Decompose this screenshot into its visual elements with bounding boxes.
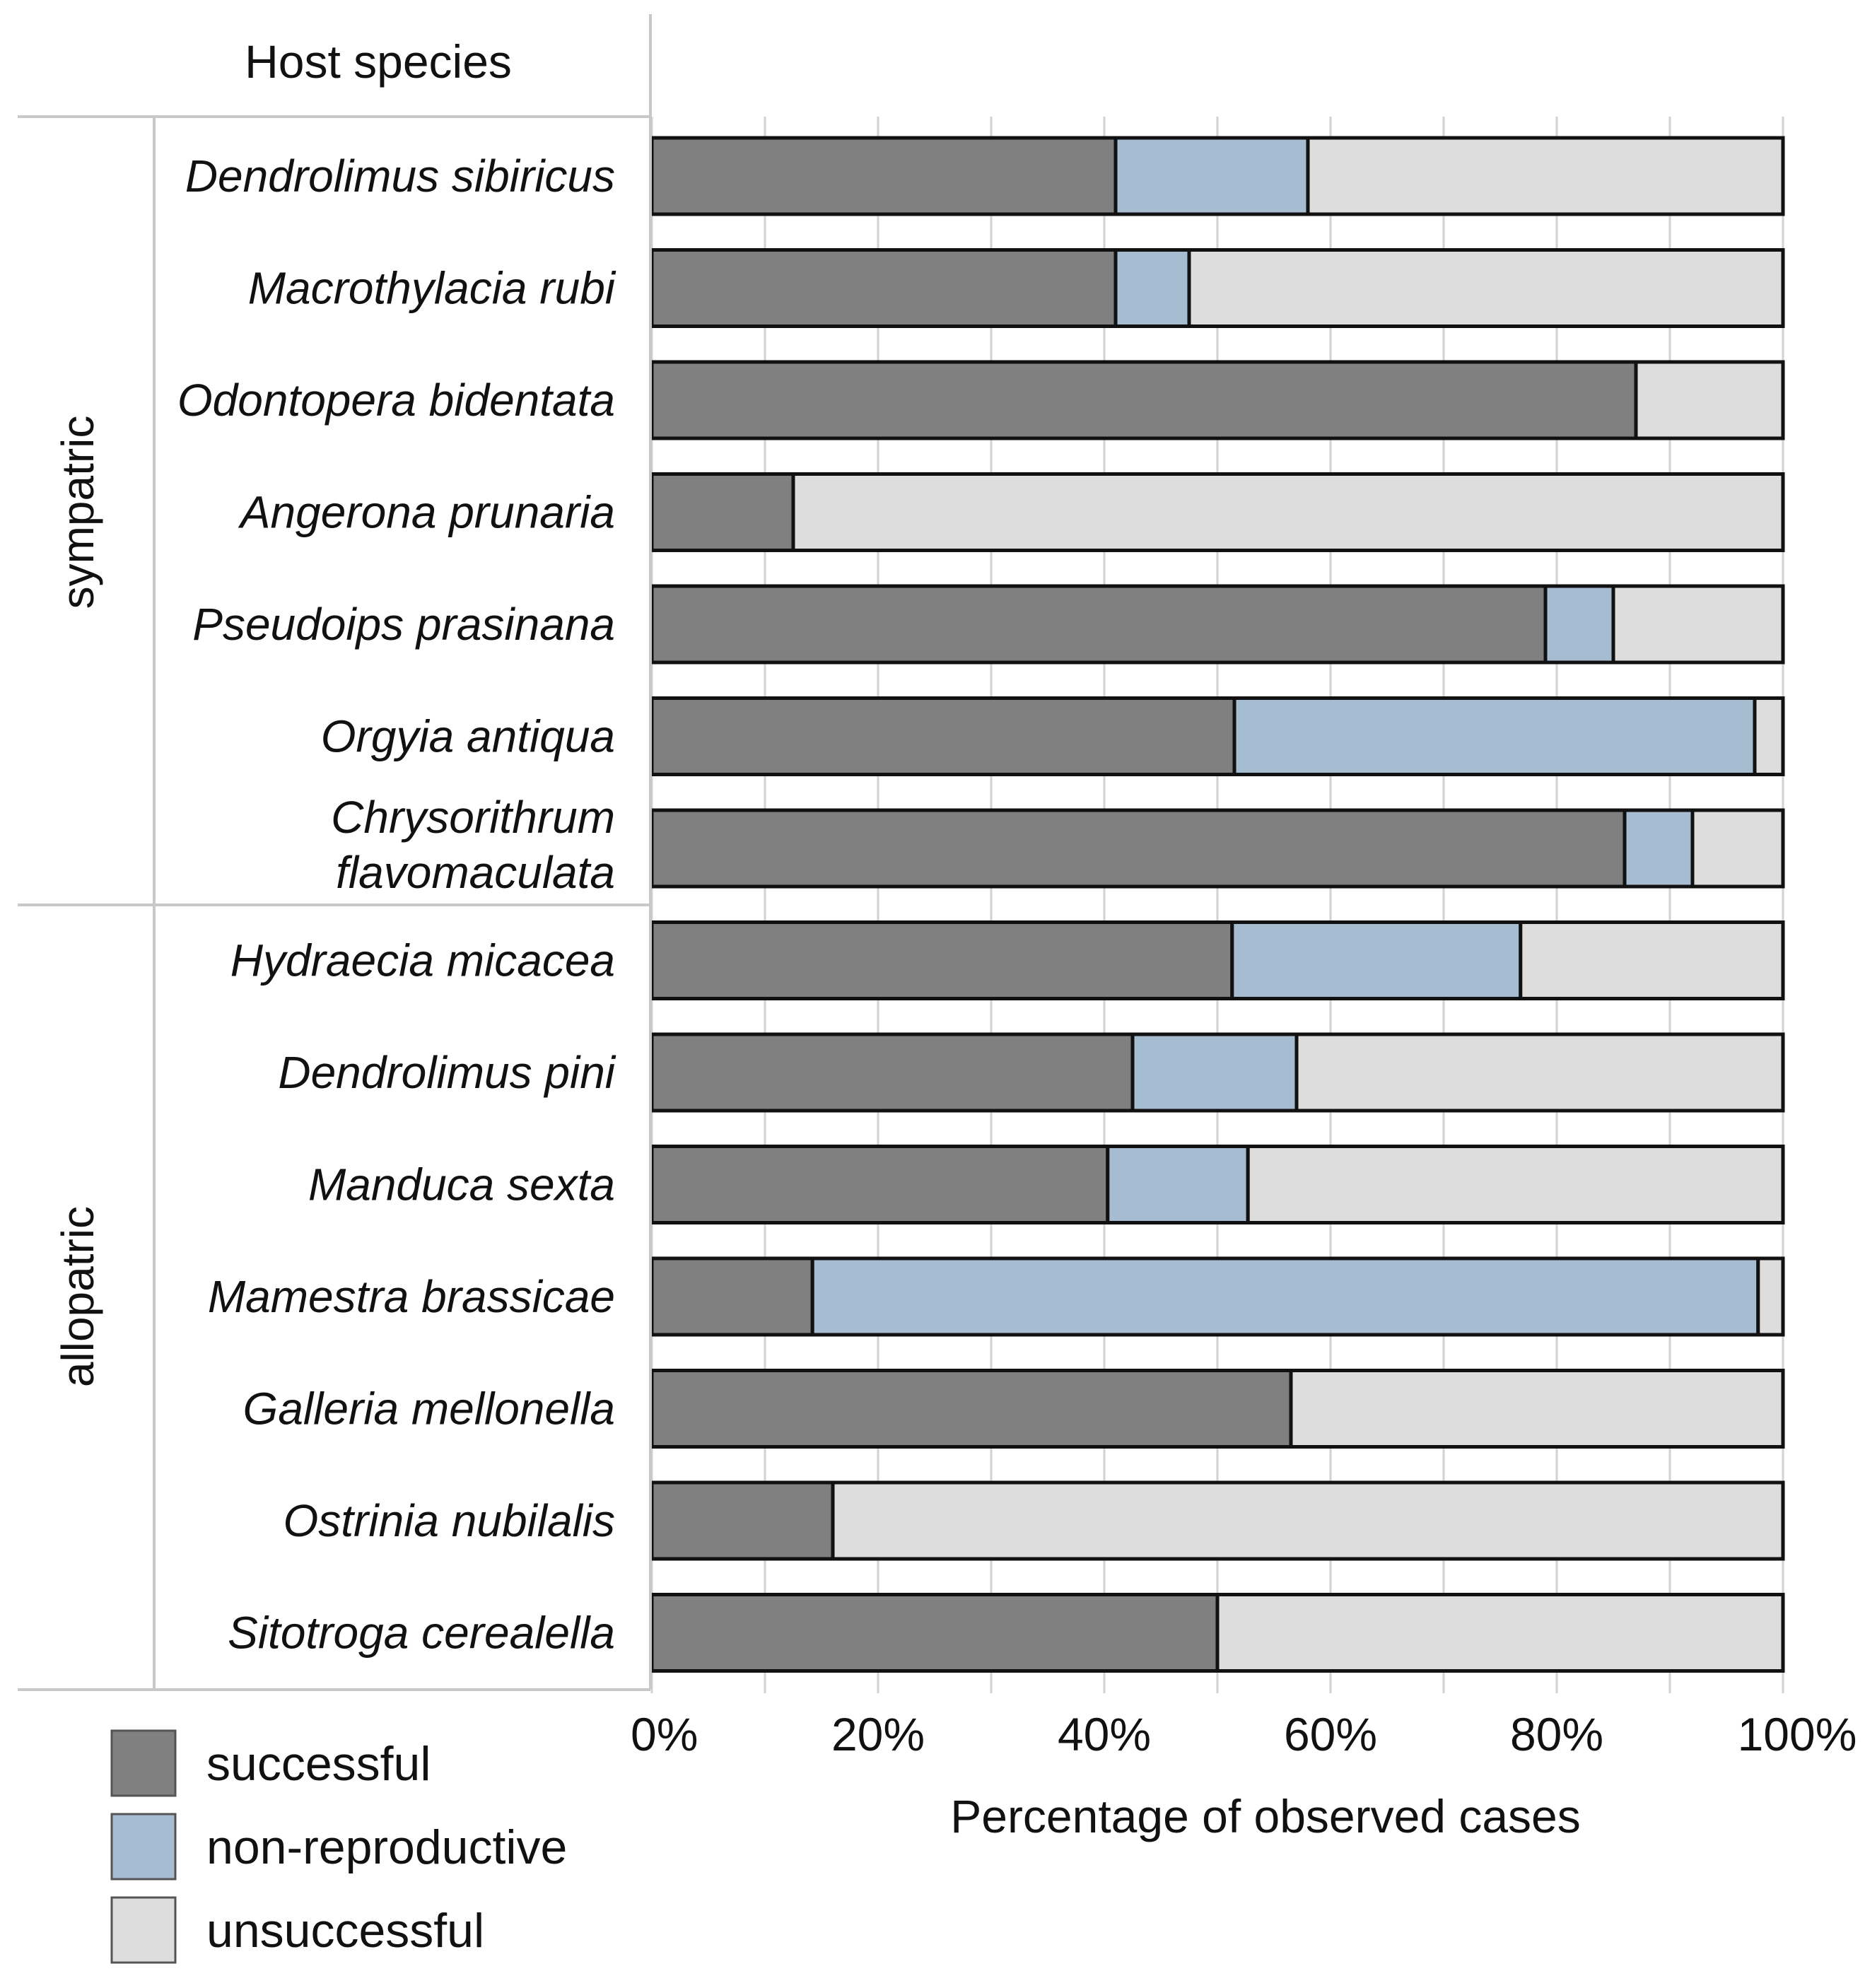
bar-segment-unsuccessful bbox=[1289, 1369, 1785, 1449]
species-labels: Dendrolimus sibiricus Macrothylacia rubi O… bbox=[177, 151, 616, 1659]
bar-segment-unsuccessful bbox=[1246, 1145, 1785, 1224]
legend-label: non-reproductive bbox=[206, 1820, 567, 1874]
species-label: Sitotroga cerealella bbox=[228, 1608, 615, 1659]
species-label: Dendrolimus sibiricus bbox=[185, 151, 615, 201]
species-label: Chrysorithrum flavomaculata bbox=[331, 792, 615, 898]
x-axis-ticks: 0% 20% 40% 60% 80% 100% bbox=[631, 1708, 1857, 1760]
bar-segment-unsuccessful bbox=[1519, 920, 1785, 1000]
table-frame bbox=[18, 14, 652, 1691]
bar-segment-successful bbox=[650, 808, 1627, 889]
bar-segment-unsuccessful bbox=[1215, 1593, 1785, 1673]
bar-segment-non-reproductive bbox=[1113, 136, 1310, 216]
bar-segment-non-reproductive bbox=[1230, 920, 1523, 1000]
bars bbox=[650, 136, 1785, 1673]
x-tick-label: 20% bbox=[831, 1708, 925, 1760]
bar-segment-unsuccessful bbox=[1690, 808, 1785, 889]
bar-segment-successful bbox=[650, 584, 1548, 665]
species-label: Mamestra brassicae bbox=[208, 1271, 615, 1322]
bar-segment-successful bbox=[650, 1256, 814, 1337]
bar-segment-non-reproductive bbox=[1113, 248, 1191, 328]
legend-swatch bbox=[110, 1729, 177, 1797]
bar-segment-unsuccessful bbox=[1753, 696, 1785, 776]
x-tick-label: 0% bbox=[631, 1708, 698, 1760]
legend: successful non-reproductive unsuccessful bbox=[110, 1729, 567, 1964]
bar-segment-unsuccessful bbox=[1187, 248, 1785, 328]
legend-swatch bbox=[110, 1813, 177, 1881]
bar-segment-unsuccessful bbox=[1306, 136, 1785, 216]
species-label: Hydraecia micacea bbox=[230, 935, 615, 986]
species-label: Pseudoips prasinana bbox=[192, 599, 615, 650]
host-species-header: Host species bbox=[245, 35, 512, 88]
bar-segment-successful bbox=[650, 136, 1118, 216]
x-axis-label: Percentage of observed cases bbox=[950, 1790, 1581, 1842]
species-label: Orgyia antiqua bbox=[321, 711, 615, 762]
bar-segment-non-reproductive bbox=[810, 1256, 1760, 1337]
x-tick-label: 80% bbox=[1510, 1708, 1603, 1760]
bar-segment-non-reproductive bbox=[1106, 1145, 1250, 1224]
bar-segment-successful bbox=[650, 1480, 835, 1561]
legend-label: unsuccessful bbox=[206, 1904, 484, 1958]
species-label: Manduca sexta bbox=[308, 1159, 615, 1210]
bar-segment-successful bbox=[650, 1032, 1135, 1113]
bar-segment-unsuccessful bbox=[791, 472, 1785, 552]
group-label: allopatric bbox=[52, 1206, 103, 1387]
bar-segment-non-reproductive bbox=[1130, 1032, 1299, 1113]
species-label: Galleria mellonella bbox=[243, 1384, 615, 1434]
bar-segment-successful bbox=[650, 920, 1234, 1000]
bar-segment-successful bbox=[650, 472, 795, 552]
species-label: Angerona prunaria bbox=[238, 487, 615, 538]
bar-segment-unsuccessful bbox=[831, 1480, 1785, 1561]
bar-segment-successful bbox=[650, 696, 1236, 776]
bar-segment-successful bbox=[650, 360, 1638, 440]
bar-segment-successful bbox=[650, 1145, 1110, 1224]
bar-segment-successful bbox=[650, 1593, 1220, 1673]
legend-label: successful bbox=[206, 1737, 431, 1791]
species-label: Macrothylacia rubi bbox=[248, 263, 616, 314]
species-label: Ostrinia nubilalis bbox=[283, 1495, 615, 1546]
bar-segment-unsuccessful bbox=[1634, 360, 1785, 440]
bar-segment-non-reproductive bbox=[1623, 808, 1695, 889]
species-label: Dendrolimus pini bbox=[278, 1047, 616, 1098]
species-label: Odontopera bidentata bbox=[177, 375, 615, 426]
bar-segment-unsuccessful bbox=[1294, 1032, 1785, 1113]
bar-segment-non-reproductive bbox=[1543, 584, 1615, 665]
bar-segment-successful bbox=[650, 1369, 1293, 1449]
bar-segment-unsuccessful bbox=[1756, 1256, 1785, 1337]
gridlines bbox=[650, 117, 1784, 1693]
bar-segment-successful bbox=[650, 248, 1118, 328]
bar-segment-unsuccessful bbox=[1611, 584, 1785, 665]
x-tick-label: 60% bbox=[1284, 1708, 1377, 1760]
x-tick-label: 100% bbox=[1738, 1708, 1857, 1760]
group-label: sympatric bbox=[52, 416, 103, 609]
bar-segment-non-reproductive bbox=[1232, 696, 1757, 776]
legend-swatch bbox=[110, 1896, 177, 1964]
x-tick-label: 40% bbox=[1058, 1708, 1151, 1760]
group-labels: sympatric allopatric bbox=[52, 416, 103, 1387]
